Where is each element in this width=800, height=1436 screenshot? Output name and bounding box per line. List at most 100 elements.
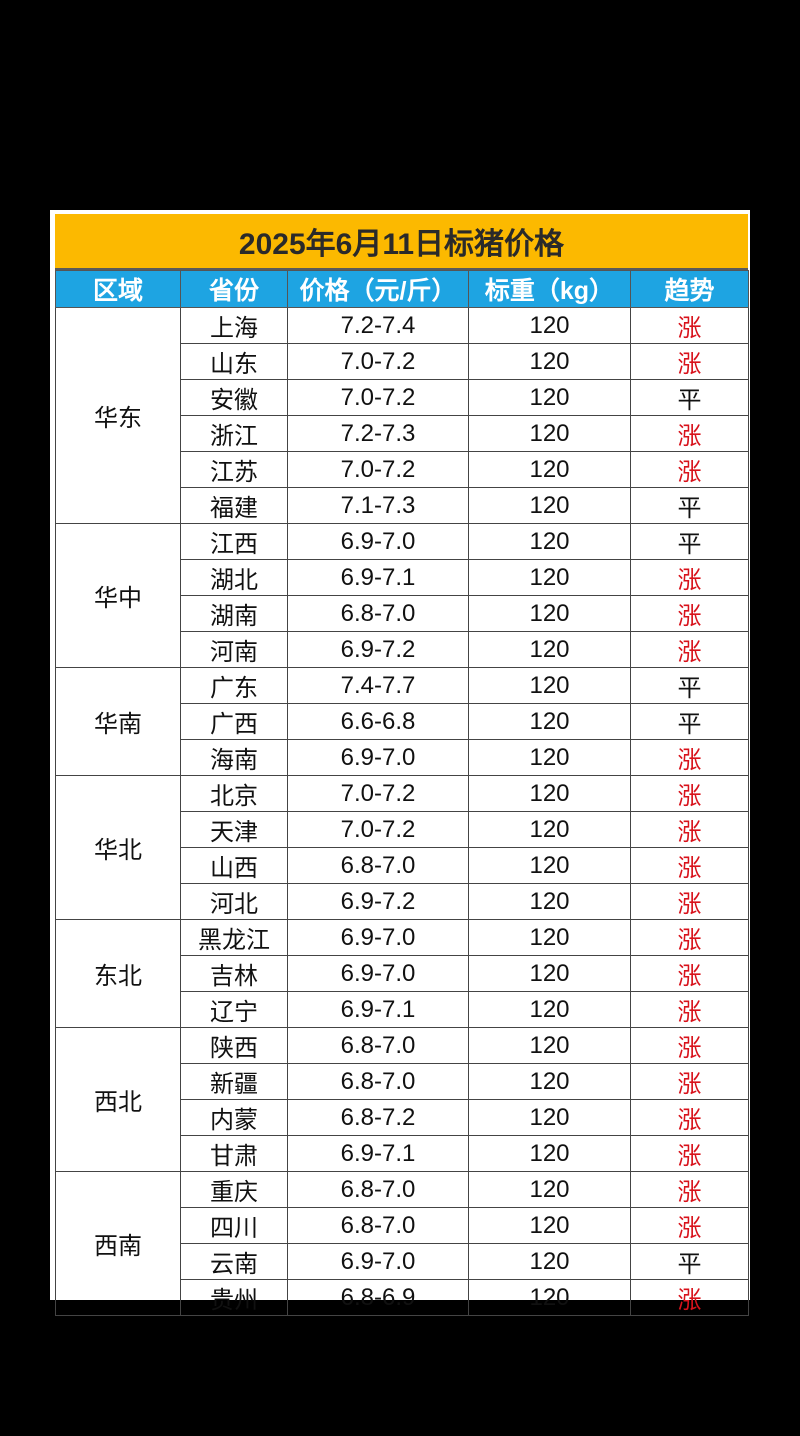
table-row: 山西 6.8-7.0 120 涨 [56,847,749,884]
table-row: 江苏 7.0-7.2 120 涨 [56,451,749,488]
price-sheet: 2025年6月11日标猪价格 区域 省份 价格（元/斤） 标重（kg） 趋势 华… [50,210,750,1316]
trend-cell: 平 [630,1243,749,1280]
price-cell: 7.4-7.7 [287,667,469,704]
table-row: 海南 6.9-7.0 120 涨 [56,739,749,776]
trend-cell: 涨 [630,739,749,776]
trend-cell: 平 [630,703,749,740]
table-row: 华南 广东 7.4-7.7 120 平 [55,667,749,776]
price-cell: 7.0-7.2 [287,451,469,488]
weight-cell: 120 [468,1099,631,1136]
province-cell: 辽宁 [180,991,288,1028]
trend-cell: 涨 [630,919,749,956]
province-cell: 福建 [180,487,288,524]
province-cell: 江苏 [180,451,288,488]
trend-cell: 涨 [630,595,749,632]
table-row: 浙江 7.2-7.3 120 涨 [56,415,749,452]
weight-cell: 120 [468,1063,631,1100]
province-cell: 黑龙江 [180,919,288,956]
weight-cell: 120 [468,487,631,524]
header-price: 价格（元/斤） [287,270,469,308]
province-cell: 内蒙 [180,1099,288,1136]
province-cell: 安徽 [180,379,288,416]
province-cell: 山西 [180,847,288,884]
trend-cell: 涨 [630,883,749,920]
price-cell: 6.9-7.0 [287,955,469,992]
table-row: 辽宁 6.9-7.1 120 涨 [56,991,749,1028]
weight-cell: 120 [468,559,631,596]
weight-cell: 120 [468,991,631,1028]
price-cell: 6.8-6.9 [287,1279,469,1316]
weight-cell: 120 [468,775,631,812]
trend-cell: 涨 [630,847,749,884]
price-cell: 6.8-7.0 [287,847,469,884]
province-cell: 湖北 [180,559,288,596]
table-row: 湖北 6.9-7.1 120 涨 [56,559,749,596]
trend-cell: 涨 [630,307,749,344]
trend-cell: 平 [630,667,749,704]
price-cell: 7.0-7.2 [287,811,469,848]
weight-cell: 120 [468,883,631,920]
table-row: 天津 7.0-7.2 120 涨 [56,811,749,848]
table-row: 华东 上海 7.2-7.4 120 涨 [55,307,749,524]
region-cell: 华中 [55,523,181,668]
weight-cell: 120 [468,415,631,452]
province-cell: 浙江 [180,415,288,452]
header-region: 区域 [55,270,181,308]
province-cell: 湖南 [180,595,288,632]
province-cell: 天津 [180,811,288,848]
table-row: 湖南 6.8-7.0 120 涨 [56,595,749,632]
table-row: 新疆 6.8-7.0 120 涨 [56,1063,749,1100]
table-title: 2025年6月11日标猪价格 [55,214,748,270]
trend-cell: 平 [630,523,749,560]
price-cell: 7.2-7.3 [287,415,469,452]
price-cell: 7.2-7.4 [287,307,469,344]
trend-cell: 涨 [630,1135,749,1172]
price-cell: 6.8-7.0 [287,1027,469,1064]
price-cell: 6.9-7.1 [287,1135,469,1172]
province-cell: 甘肃 [180,1135,288,1172]
price-cell: 6.9-7.2 [287,883,469,920]
region-cell: 华北 [55,775,181,920]
price-cell: 6.8-7.2 [287,1099,469,1136]
province-cell: 海南 [180,739,288,776]
trend-cell: 涨 [630,451,749,488]
region-cell: 西北 [55,1027,181,1172]
region-cell: 东北 [55,919,181,1028]
price-cell: 6.8-7.0 [287,595,469,632]
price-cell: 6.9-7.1 [287,559,469,596]
price-table: 区域 省份 价格（元/斤） 标重（kg） 趋势 华东 上海 7.2-7.4 120 涨山… [55,270,749,1316]
price-cell: 7.1-7.3 [287,487,469,524]
price-cell: 6.9-7.0 [287,1243,469,1280]
table-row: 四川 6.8-7.0 120 涨 [56,1207,749,1244]
province-cell: 贵州 [180,1279,288,1316]
province-cell: 山东 [180,343,288,380]
province-cell: 云南 [180,1243,288,1280]
weight-cell: 120 [468,739,631,776]
weight-cell: 120 [468,667,631,704]
province-cell: 四川 [180,1207,288,1244]
table-row: 西北 陕西 6.8-7.0 120 涨 [55,1027,749,1172]
header-row: 区域 省份 价格（元/斤） 标重（kg） 趋势 [55,270,749,308]
weight-cell: 120 [468,1027,631,1064]
province-cell: 河南 [180,631,288,668]
header-weight: 标重（kg） [468,270,631,308]
price-cell: 6.8-7.0 [287,1207,469,1244]
table-row: 华中 江西 6.9-7.0 120 平 [55,523,749,668]
trend-cell: 涨 [630,991,749,1028]
price-cell: 6.9-7.0 [287,739,469,776]
price-cell: 6.9-7.0 [287,523,469,560]
trend-cell: 涨 [630,1171,749,1208]
weight-cell: 120 [468,1171,631,1208]
price-cell: 7.0-7.2 [287,343,469,380]
price-cell: 6.9-7.0 [287,919,469,956]
province-cell: 北京 [180,775,288,812]
trend-cell: 涨 [630,1063,749,1100]
trend-cell: 涨 [630,775,749,812]
weight-cell: 120 [468,955,631,992]
weight-cell: 120 [468,523,631,560]
weight-cell: 120 [468,703,631,740]
province-cell: 河北 [180,883,288,920]
table-row: 华北 北京 7.0-7.2 120 涨 [55,775,749,920]
table-row: 西南 重庆 6.8-7.0 120 涨 [55,1171,749,1316]
weight-cell: 120 [468,379,631,416]
